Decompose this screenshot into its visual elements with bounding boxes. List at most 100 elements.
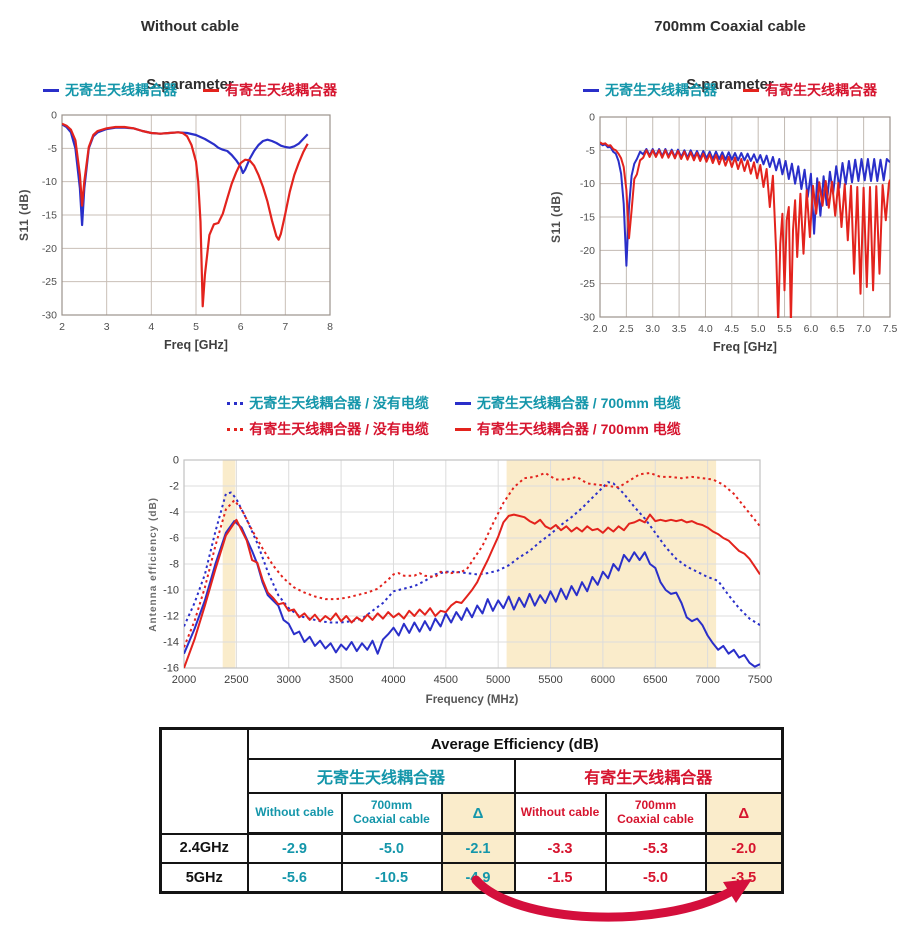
svg-text:-2: -2 [169, 481, 179, 493]
legend-label: 无寄生天线耦合器 / 700mm 电缆 [476, 395, 681, 411]
svg-text:6000: 6000 [591, 674, 615, 686]
svg-text:7.5: 7.5 [883, 323, 898, 335]
svg-text:2.0: 2.0 [593, 323, 608, 335]
cell-value-delta: -2.0 [704, 832, 784, 864]
table-title: Average Efficiency (dB) [246, 727, 784, 760]
svg-text:2500: 2500 [224, 674, 248, 686]
svg-text:-15: -15 [42, 210, 57, 222]
legend-item-no-coupler: 无寄生天线耦合器 [43, 80, 177, 100]
svg-text:-8: -8 [169, 559, 179, 571]
legend-item-with-coupler: 有寄生天线耦合器 [203, 80, 337, 100]
arrow-head-icon [723, 879, 752, 903]
svg-text:6500: 6500 [643, 674, 667, 686]
svg-text:0: 0 [589, 112, 595, 124]
svg-text:4000: 4000 [381, 674, 405, 686]
table-corner-cell [159, 727, 249, 835]
left-chart-xlabel: Freq [GHz] [164, 338, 228, 352]
svg-text:2.5: 2.5 [619, 323, 634, 335]
efficiency-legend-row1: 无寄生天线耦合器 / 没有电缆 无寄生天线耦合器 / 700mm 电缆 [0, 393, 908, 413]
blue-line-marker-icon [454, 401, 471, 405]
svg-text:8: 8 [327, 321, 333, 333]
svg-text:-20: -20 [42, 243, 57, 255]
col-header-without-cable: Without cable [513, 792, 607, 835]
svg-text:7500: 7500 [748, 674, 772, 686]
cell-value: -5.0 [604, 862, 707, 894]
efficiency-chart-xlabel: Frequency (MHz) [425, 694, 519, 706]
antenna-efficiency-chart: 2000 2500 3000 3500 4000 4500 5000 5500 6000 6500… [163, 455, 772, 687]
cell-value: -3.3 [513, 832, 607, 864]
cell-value: -5.0 [340, 832, 443, 864]
col-header-without-cable: Without cable [246, 792, 343, 835]
svg-text:0: 0 [173, 455, 179, 467]
cell-value: -10.5 [340, 862, 443, 894]
svg-text:6: 6 [238, 321, 244, 333]
svg-text:2: 2 [59, 321, 65, 333]
svg-text:-12: -12 [163, 611, 179, 623]
legend-label: 有寄生天线耦合器 / 700mm 电缆 [476, 421, 681, 437]
blue-line-marker-icon [43, 88, 59, 92]
col-header-700mm-cable: 700mm Coaxial cable [604, 792, 707, 835]
svg-text:7000: 7000 [695, 674, 719, 686]
table-row: 2.4GHz -2.9 -5.0 -2.1 -3.3 -5.3 -2.0 [159, 832, 784, 864]
svg-text:-25: -25 [580, 278, 595, 290]
legend-item-with-coupler-700mm: 有寄生天线耦合器 / 700mm 电缆 [454, 419, 681, 439]
left-chart-legend: 无寄生天线耦合器 有寄生天线耦合器 [20, 80, 360, 100]
svg-text:-15: -15 [580, 212, 595, 224]
legend-label: 有寄生天线耦合器 [765, 82, 877, 98]
red-line-marker-icon [454, 427, 471, 431]
blue-line-marker-icon [583, 88, 599, 92]
legend-label: 无寄生天线耦合器 [65, 82, 177, 98]
legend-item-no-coupler: 无寄生天线耦合器 [583, 80, 717, 100]
svg-text:4500: 4500 [434, 674, 458, 686]
svg-text:2000: 2000 [172, 674, 196, 686]
svg-text:-30: -30 [42, 310, 57, 322]
s11-without-cable-chart: 2 3 4 5 6 7 8 0 -5 -10 -15 -20 -25 -30 [42, 110, 333, 334]
svg-text:-20: -20 [580, 245, 595, 257]
cell-value: -5.3 [604, 832, 707, 864]
svg-text:5000: 5000 [486, 674, 510, 686]
right-chart-xlabel: Freq [GHz] [713, 340, 777, 354]
svg-text:-4: -4 [169, 507, 179, 519]
cell-value: -1.5 [513, 862, 607, 894]
red-dotted-marker-icon [227, 427, 244, 431]
legend-label: 无寄生天线耦合器 / 没有电缆 [249, 395, 429, 411]
legend-label: 有寄生天线耦合器 [225, 82, 337, 98]
legend-item-with-coupler-no-cable: 有寄生天线耦合器 / 没有电缆 [227, 419, 429, 439]
row-label: 5GHz [159, 862, 249, 894]
svg-text:-6: -6 [169, 533, 179, 545]
svg-text:4: 4 [148, 321, 154, 333]
row-label: 2.4GHz [159, 832, 249, 864]
left-chart-title-line1: Without cable [140, 18, 240, 35]
svg-text:-25: -25 [42, 276, 57, 288]
col-header-delta: Δ [704, 792, 784, 835]
svg-text:-30: -30 [580, 312, 595, 324]
svg-text:5.0: 5.0 [751, 323, 766, 335]
svg-text:-10: -10 [580, 178, 595, 190]
svg-text:3500: 3500 [329, 674, 353, 686]
svg-text:3.5: 3.5 [672, 323, 687, 335]
col-header-700mm-cable: 700mm Coaxial cable [340, 792, 443, 835]
svg-text:3.0: 3.0 [645, 323, 660, 335]
svg-text:5: 5 [193, 321, 199, 333]
svg-text:4.0: 4.0 [698, 323, 713, 335]
svg-text:0: 0 [51, 110, 57, 122]
legend-item-no-coupler-no-cable: 无寄生天线耦合器 / 没有电缆 [227, 393, 429, 413]
svg-text:7.0: 7.0 [856, 323, 871, 335]
svg-text:5.5: 5.5 [777, 323, 792, 335]
group-header-with-coupler: 有寄生天线耦合器 [513, 758, 784, 794]
svg-text:3000: 3000 [276, 674, 300, 686]
svg-text:6.5: 6.5 [830, 323, 845, 335]
s11-700mm-cable-chart: 2.0 2.5 3.0 3.5 4.0 4.5 5.0 5.5 6.0 6.5 7.0 7.5 0 -5 -… [580, 112, 898, 336]
svg-text:3: 3 [104, 321, 110, 333]
svg-text:4.5: 4.5 [725, 323, 740, 335]
comparison-arrow [471, 875, 752, 922]
left-chart-title: Without cable S-parameter [20, 12, 360, 99]
cell-value: -5.6 [246, 862, 343, 894]
average-efficiency-table: Average Efficiency (dB) 无寄生天线耦合器 有寄生天线耦合… [159, 727, 784, 894]
svg-text:-16: -16 [163, 663, 179, 675]
svg-text:-10: -10 [163, 585, 179, 597]
col-header-delta: Δ [440, 792, 516, 835]
right-chart-title-line1: 700mm Coaxial cable [654, 18, 806, 35]
right-chart-legend: 无寄生天线耦合器 有寄生天线耦合器 [560, 80, 900, 100]
